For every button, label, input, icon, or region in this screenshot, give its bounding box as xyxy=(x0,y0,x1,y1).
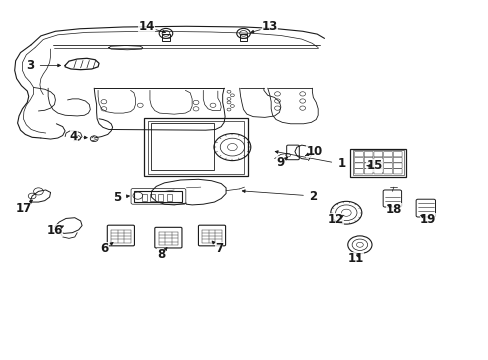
Text: 7: 7 xyxy=(215,242,223,255)
Bar xyxy=(166,194,171,201)
Text: 19: 19 xyxy=(419,213,435,226)
Bar xyxy=(147,121,244,174)
Text: 18: 18 xyxy=(385,203,401,216)
Bar xyxy=(162,34,169,41)
Bar xyxy=(349,149,405,177)
Text: 3: 3 xyxy=(26,59,34,72)
Text: 1: 1 xyxy=(337,157,345,171)
Bar xyxy=(142,194,146,201)
Text: 12: 12 xyxy=(327,213,343,226)
Text: 15: 15 xyxy=(366,159,382,172)
Text: 4: 4 xyxy=(70,130,78,143)
Bar xyxy=(150,194,155,201)
Text: 5: 5 xyxy=(113,190,122,204)
Text: 2: 2 xyxy=(308,189,317,203)
Text: 9: 9 xyxy=(276,157,284,170)
Bar xyxy=(134,191,182,202)
Text: 10: 10 xyxy=(305,145,322,158)
Bar xyxy=(151,123,214,170)
Bar xyxy=(143,118,247,176)
Text: 11: 11 xyxy=(347,252,364,265)
Text: 6: 6 xyxy=(101,242,109,255)
Text: 16: 16 xyxy=(46,224,62,237)
Bar xyxy=(239,34,247,41)
Bar xyxy=(352,150,403,175)
Text: 17: 17 xyxy=(15,202,32,215)
Text: 8: 8 xyxy=(157,248,165,261)
Bar xyxy=(158,194,163,201)
Text: 14: 14 xyxy=(138,21,154,33)
Text: 13: 13 xyxy=(261,21,277,33)
